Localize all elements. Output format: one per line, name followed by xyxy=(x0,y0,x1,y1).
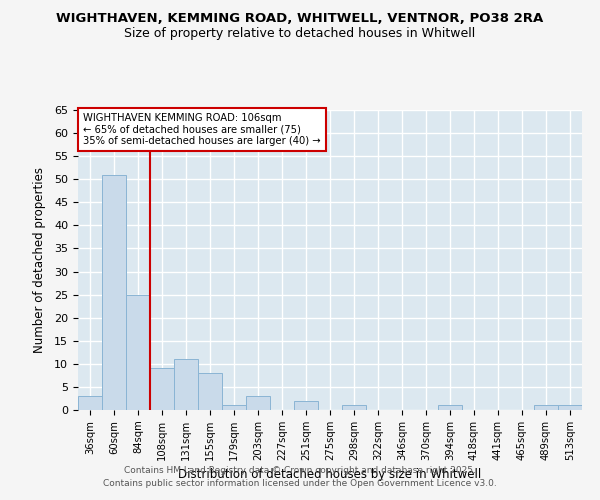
Bar xyxy=(150,368,174,410)
Bar xyxy=(198,373,222,410)
Bar xyxy=(438,406,462,410)
Bar xyxy=(558,406,582,410)
Bar xyxy=(294,401,318,410)
Bar xyxy=(174,359,198,410)
Y-axis label: Number of detached properties: Number of detached properties xyxy=(33,167,46,353)
Bar xyxy=(222,406,246,410)
Bar xyxy=(78,396,102,410)
Text: WIGHTHAVEN KEMMING ROAD: 106sqm
← 65% of detached houses are smaller (75)
35% of: WIGHTHAVEN KEMMING ROAD: 106sqm ← 65% of… xyxy=(83,113,320,146)
Bar xyxy=(102,174,126,410)
Bar xyxy=(342,406,366,410)
Bar xyxy=(534,406,558,410)
Bar xyxy=(246,396,270,410)
X-axis label: Distribution of detached houses by size in Whitwell: Distribution of detached houses by size … xyxy=(178,468,482,481)
Text: Size of property relative to detached houses in Whitwell: Size of property relative to detached ho… xyxy=(124,28,476,40)
Text: Contains HM Land Registry data © Crown copyright and database right 2025.
Contai: Contains HM Land Registry data © Crown c… xyxy=(103,466,497,487)
Bar xyxy=(126,294,150,410)
Text: WIGHTHAVEN, KEMMING ROAD, WHITWELL, VENTNOR, PO38 2RA: WIGHTHAVEN, KEMMING ROAD, WHITWELL, VENT… xyxy=(56,12,544,26)
